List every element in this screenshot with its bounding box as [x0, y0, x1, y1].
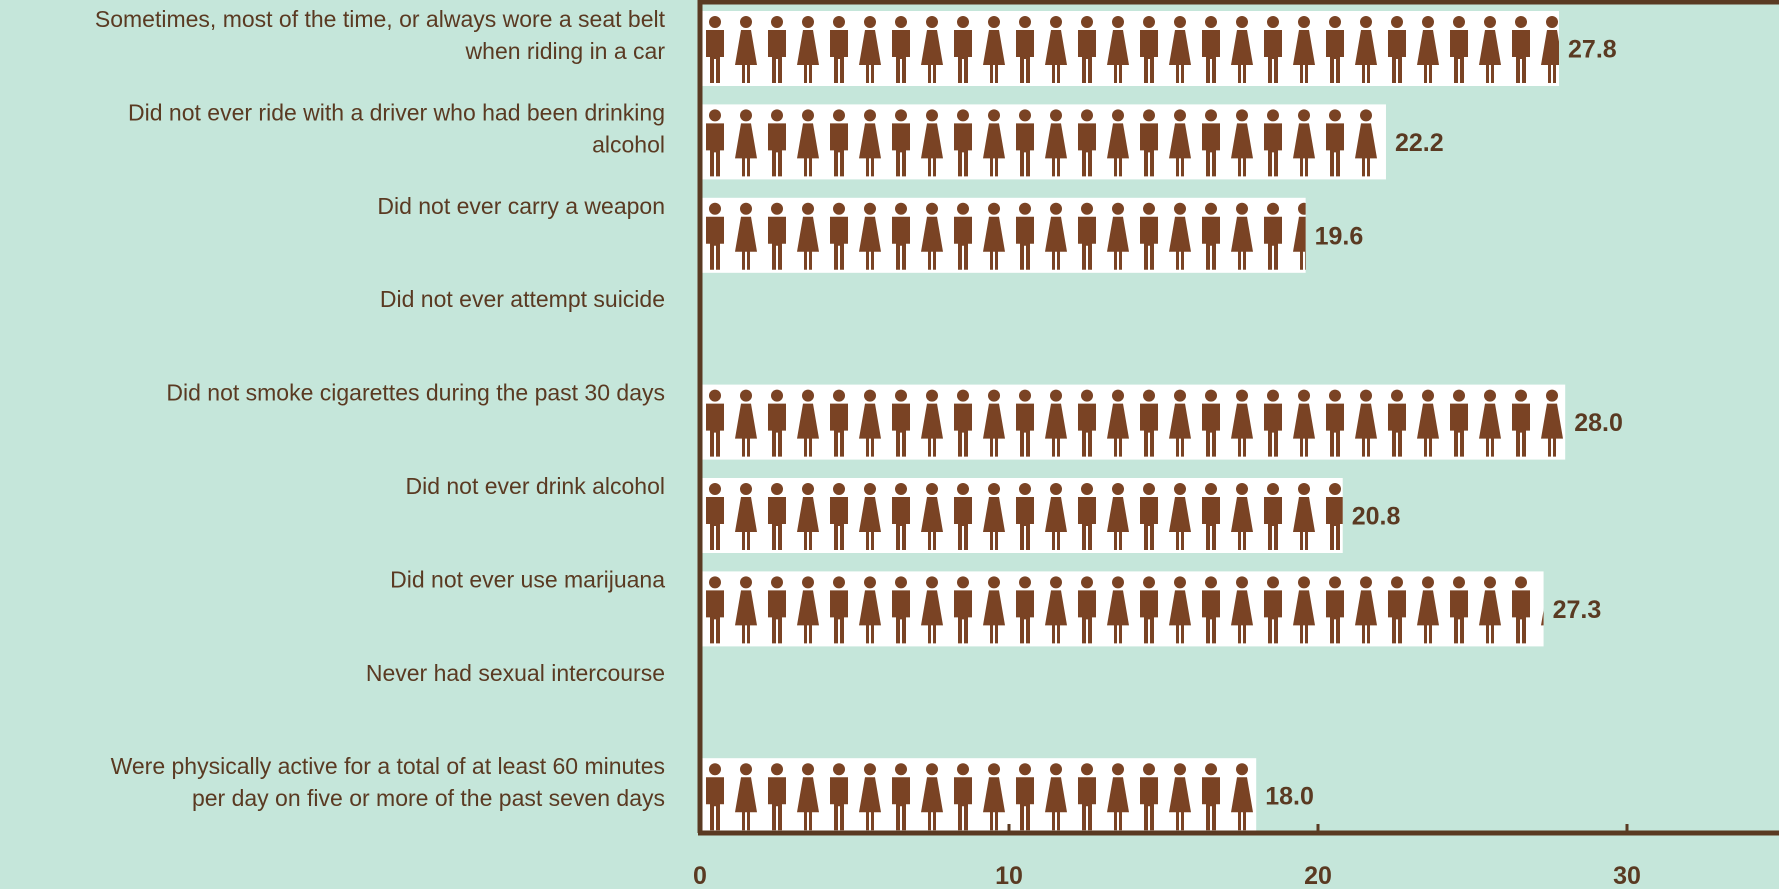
x-tick-label: 20 [1304, 862, 1332, 889]
category-label: Did not ever drink alcohol [405, 473, 665, 499]
value-label: 27.8 [1568, 36, 1617, 64]
value-label: 20.8 [1352, 503, 1401, 531]
bar-background [700, 758, 1257, 834]
bar [700, 478, 1343, 553]
value-label: 27.3 [1553, 596, 1602, 624]
category-label-layer: Sometimes, most of the time, or always w… [95, 6, 666, 811]
category-label: Did not ever use marijuana [390, 566, 665, 592]
category-label: Did not ever carry a weapon [377, 193, 665, 219]
category-label-line: Did not ever use marijuana [390, 566, 665, 592]
bar [700, 104, 1386, 180]
category-label-line: Did not ever carry a weapon [377, 193, 665, 219]
value-label: 18.0 [1265, 783, 1314, 811]
category-label: Did not smoke cigarettes during the past… [166, 380, 665, 406]
category-label-line: when riding in a car [465, 38, 666, 64]
x-tick-label: 10 [995, 862, 1023, 889]
bar-layer [700, 11, 1566, 834]
category-label-line: Were physically active for a total of at… [111, 753, 665, 779]
category-label-line: alcohol [592, 131, 665, 157]
x-tick-label: 0 [693, 862, 707, 889]
value-label: 22.2 [1395, 129, 1444, 157]
bar [700, 384, 1566, 460]
category-label: Never had sexual intercourse [366, 660, 665, 686]
category-label-line: Never had sexual intercourse [366, 660, 665, 686]
category-label: Were physically active for a total of at… [111, 753, 665, 811]
category-label-line: Did not ever attempt suicide [380, 286, 665, 312]
bar [700, 11, 1560, 86]
category-label-line: Did not ever ride with a driver who had … [128, 99, 665, 125]
category-label-line: per day on five or more of the past seve… [192, 785, 665, 811]
category-label: Did not ever ride with a driver who had … [128, 99, 665, 157]
axis-layer: 0 10 20 30 [693, 0, 1779, 889]
category-label: Did not ever attempt suicide [380, 286, 665, 312]
category-label-line: Did not smoke cigarettes during the past… [166, 380, 665, 406]
category-label-line: Sometimes, most of the time, or always w… [95, 6, 666, 32]
value-label-layer: 27.8 22.2 19.6 28.0 20.8 27.3 18.0 [1265, 36, 1623, 811]
bar [700, 758, 1257, 834]
x-tick-label: 30 [1613, 862, 1641, 889]
bar [700, 197, 1306, 273]
value-label: 19.6 [1315, 222, 1364, 250]
category-label: Sometimes, most of the time, or always w… [95, 6, 666, 64]
value-label: 28.0 [1574, 409, 1623, 437]
bar [700, 571, 1544, 647]
category-label-line: Did not ever drink alcohol [405, 473, 665, 499]
